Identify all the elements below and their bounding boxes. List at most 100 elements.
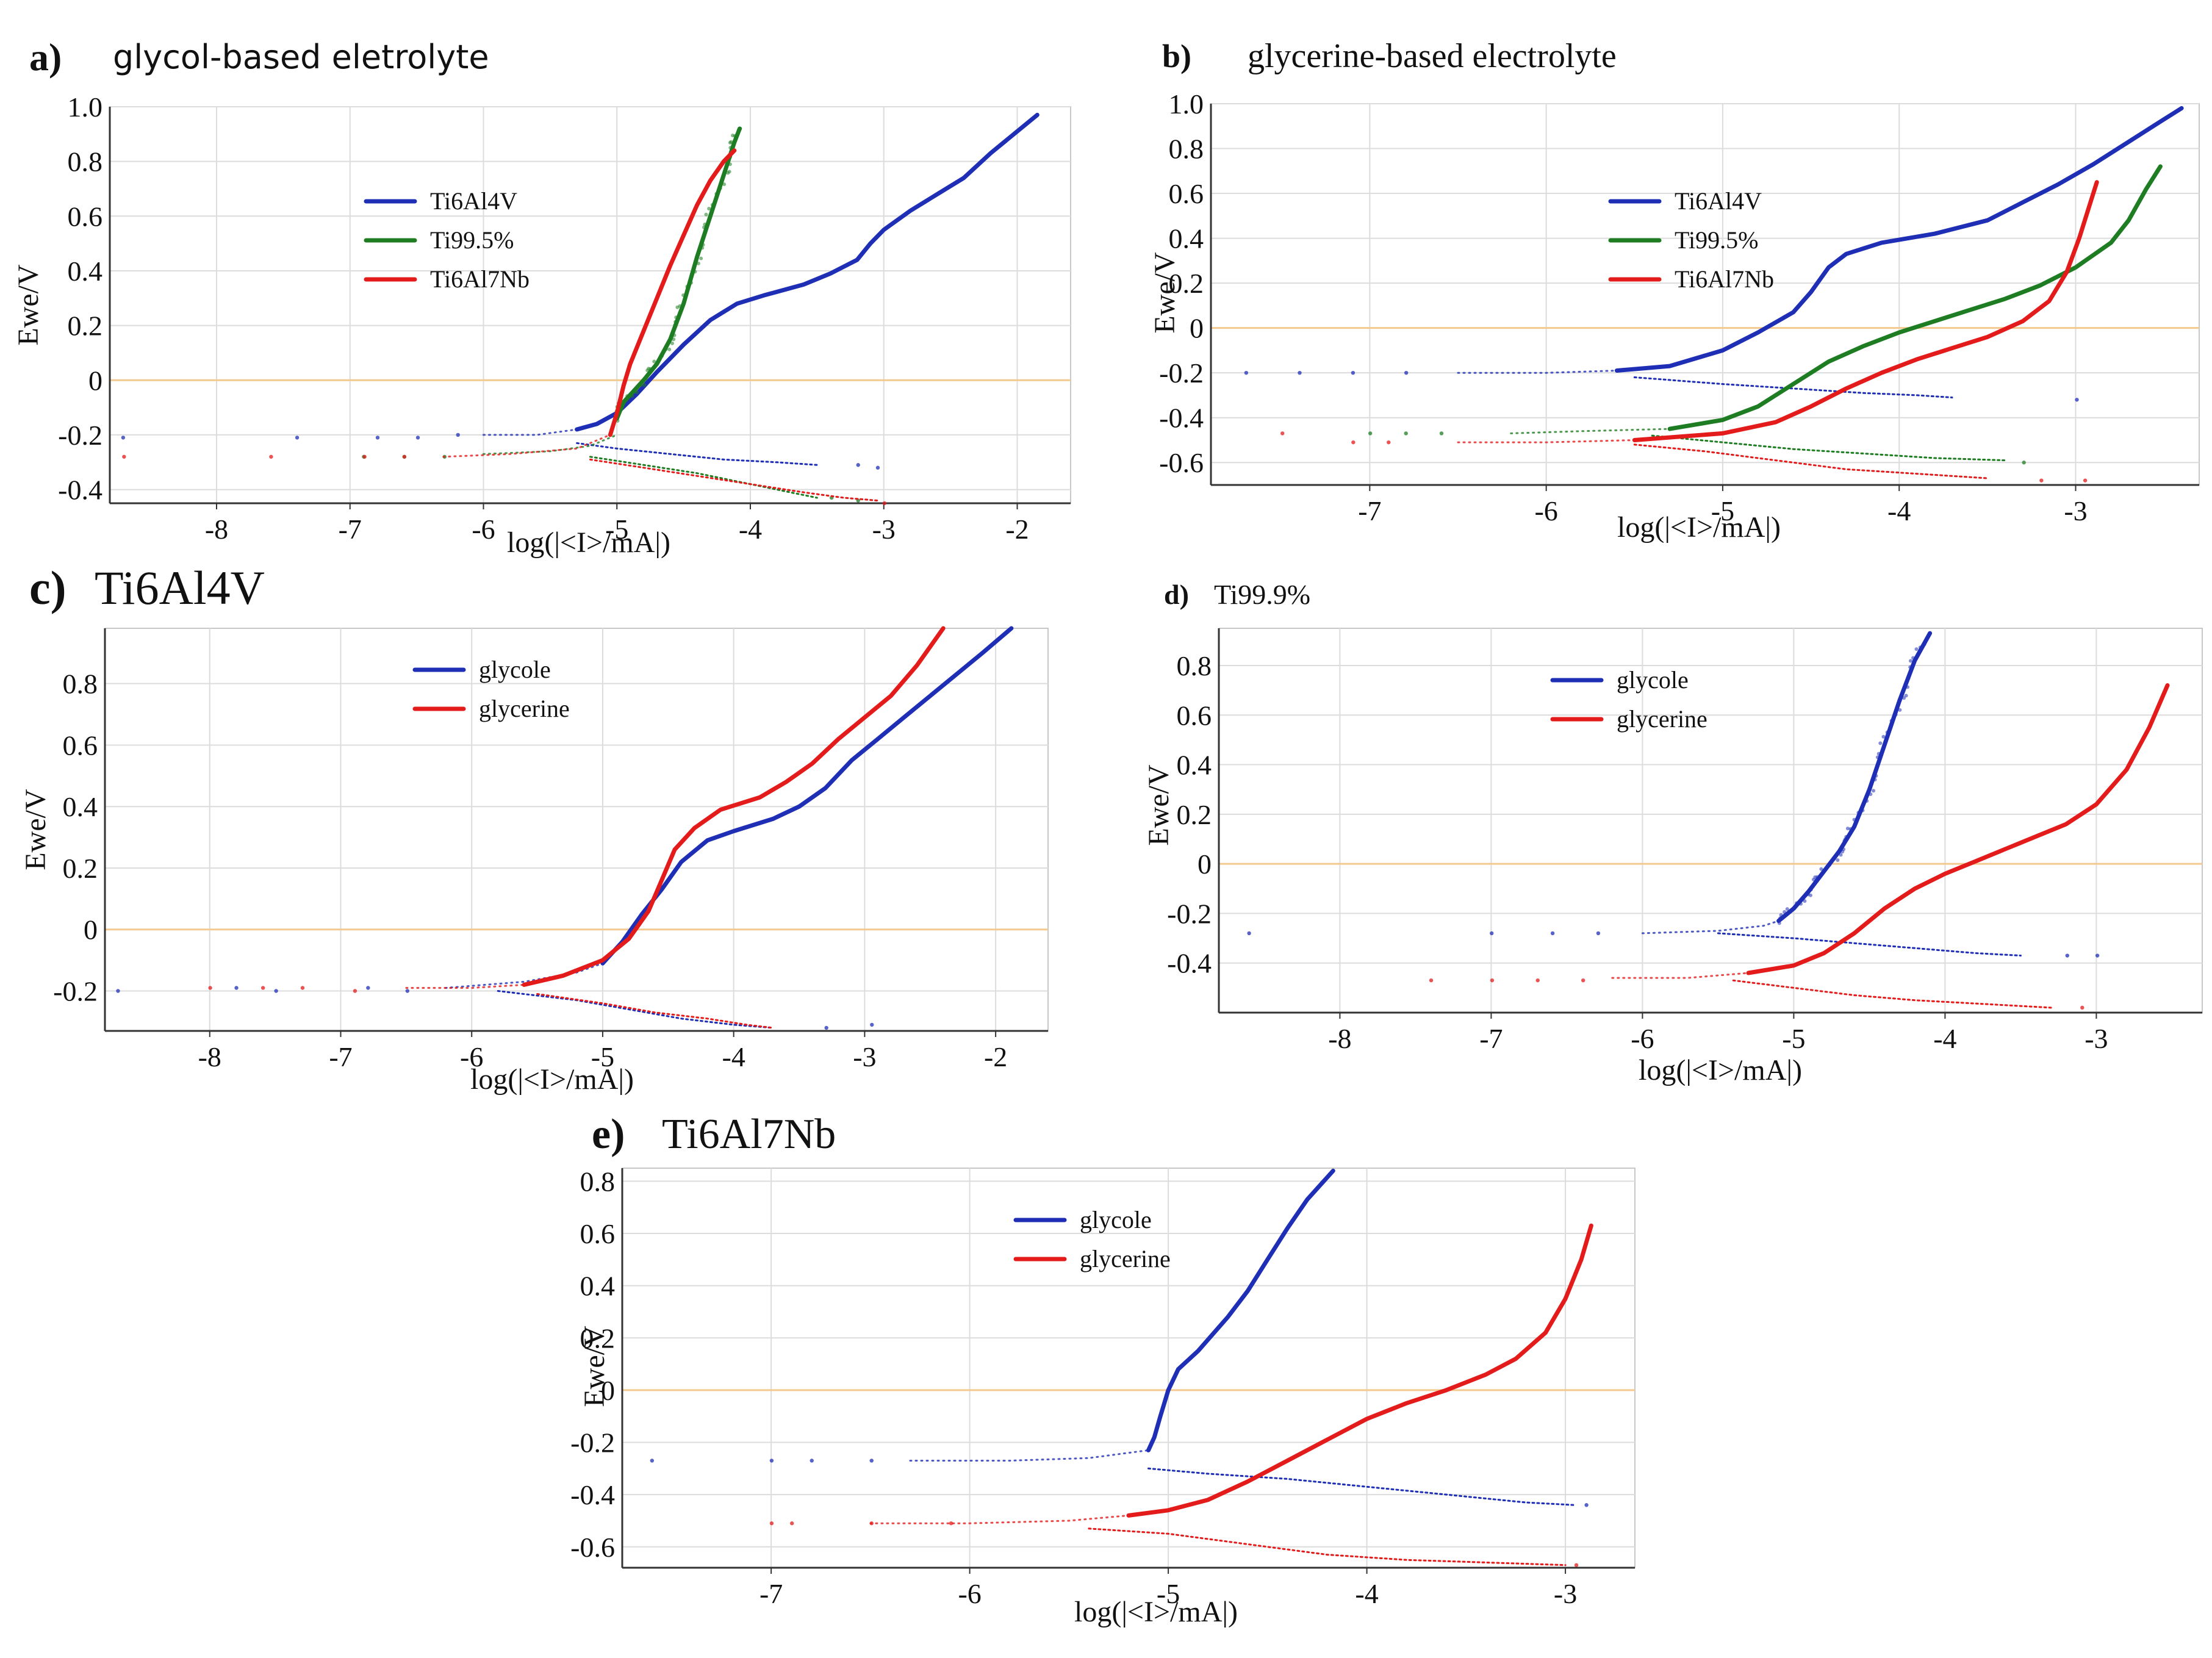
- legend-label: Ti99.5%: [430, 226, 514, 254]
- legend-label: Ti6Al7Nb: [430, 265, 530, 293]
- data-point: [625, 394, 630, 398]
- data-point: [1874, 773, 1878, 778]
- anodic-branch: [1146, 1168, 1335, 1452]
- x-tick-label: -8: [198, 1041, 221, 1072]
- data-point: [1906, 685, 1910, 689]
- data-point: [810, 1459, 814, 1463]
- y-tick-label: 0.4: [1169, 223, 1204, 254]
- x-tick-label: -3: [872, 514, 896, 545]
- panel-d: d) Ti99.9% -8 -7 -6 -5 -4 -3 -0.4 -0.2 0 0.2 0.4 0.6 0…: [1143, 579, 2203, 1086]
- y-tick-label: 0.2: [63, 853, 98, 884]
- data-point: [869, 1459, 874, 1463]
- data-point: [1845, 827, 1850, 831]
- legend: glycole glycerine: [1550, 666, 1707, 733]
- data-point: [1894, 712, 1898, 717]
- anodic-branch: [1614, 106, 2184, 373]
- data-point: [375, 436, 380, 440]
- y-tick-label: 0.8: [580, 1166, 616, 1197]
- data-point: [1832, 857, 1836, 861]
- data-point: [405, 989, 410, 993]
- data-point: [1535, 978, 1540, 983]
- y-axis-title: Ewe/V: [578, 1326, 611, 1407]
- data-point: [702, 225, 706, 229]
- data-point: [707, 206, 711, 210]
- data-point: [1811, 885, 1815, 889]
- data-point: [1247, 931, 1251, 936]
- anodic-branch: [1746, 683, 2170, 975]
- cathodic-branch: [1651, 434, 2006, 462]
- data-point: [2083, 478, 2088, 483]
- x-tick-label: -8: [1328, 1023, 1351, 1054]
- y-tick-label: 0.2: [580, 1322, 616, 1354]
- data-point: [1885, 730, 1889, 734]
- data-point: [696, 261, 700, 265]
- data-point: [1918, 645, 1922, 650]
- data-point: [366, 986, 370, 990]
- data-point: [736, 133, 740, 137]
- panel-title: glycol-based eletrolyte: [113, 38, 489, 76]
- data-point: [710, 203, 714, 207]
- legend-label: glycole: [479, 656, 551, 683]
- anodic-branch: [575, 112, 1040, 432]
- data-point: [1803, 899, 1807, 903]
- y-tick-label: 0: [1198, 849, 1212, 880]
- data-point: [678, 304, 682, 308]
- data-point: [2075, 398, 2079, 402]
- data-point: [869, 1521, 874, 1526]
- data-point: [672, 337, 676, 342]
- legend-label: Ti6Al4V: [1675, 187, 1762, 215]
- panel-letter: d): [1164, 579, 1189, 610]
- data-point: [1785, 907, 1789, 911]
- legend-label: Ti6Al7Nb: [1675, 265, 1774, 293]
- y-tick-label: 0.6: [580, 1218, 616, 1249]
- x-tick-label: -8: [205, 514, 228, 545]
- y-tick-label: 0.4: [68, 256, 103, 287]
- series-glycole: [1247, 631, 2100, 958]
- data-point: [769, 1521, 774, 1526]
- data-point: [269, 454, 273, 459]
- data-point: [1836, 858, 1840, 862]
- data-point: [1795, 901, 1799, 905]
- data-point: [870, 1022, 874, 1027]
- data-point: [1889, 719, 1894, 723]
- y-tick-label: -0.4: [570, 1479, 615, 1510]
- data-point: [2080, 1005, 2085, 1010]
- series-glycerine: [208, 626, 946, 1029]
- y-axis-title: Ewe/V: [20, 789, 52, 870]
- rest-branch: [909, 1449, 1149, 1462]
- rest-branch: [869, 1514, 1130, 1524]
- cathodic-branch: [1633, 376, 1953, 399]
- data-point: [353, 989, 357, 993]
- x-tick-label: -6: [1631, 1023, 1654, 1054]
- cathodic-branch: [589, 456, 818, 499]
- data-point: [1550, 931, 1555, 936]
- data-point: [1907, 673, 1911, 678]
- data-point: [728, 146, 733, 150]
- data-point: [635, 390, 639, 395]
- legend-label: Ti6Al4V: [430, 187, 517, 215]
- data-point: [1244, 370, 1249, 375]
- data-point: [718, 186, 722, 190]
- rest-branch: [442, 434, 611, 458]
- data-point: [1876, 752, 1881, 756]
- panel-letter: c): [29, 561, 66, 614]
- y-axis-title: Ewe/V: [12, 264, 45, 346]
- cathodic-branch: [576, 442, 818, 466]
- data-point: [260, 986, 265, 990]
- data-point: [1574, 1563, 1579, 1567]
- data-point: [1490, 978, 1495, 983]
- data-point: [1780, 915, 1784, 919]
- legend-label: glycole: [1080, 1206, 1152, 1233]
- data-point: [2039, 478, 2044, 483]
- data-point: [1777, 921, 1781, 925]
- data-point: [689, 281, 693, 285]
- data-point: [1280, 431, 1285, 436]
- series-ti6al4v: [1244, 106, 2184, 402]
- data-point: [1584, 1503, 1589, 1507]
- legend-label: glycerine: [479, 695, 570, 722]
- data-point: [738, 126, 742, 131]
- y-tick-label: -0.2: [1167, 898, 1212, 929]
- x-tick-label: -3: [2085, 1023, 2108, 1054]
- y-tick-label: 0: [1190, 313, 1204, 344]
- data-point: [1878, 741, 1883, 745]
